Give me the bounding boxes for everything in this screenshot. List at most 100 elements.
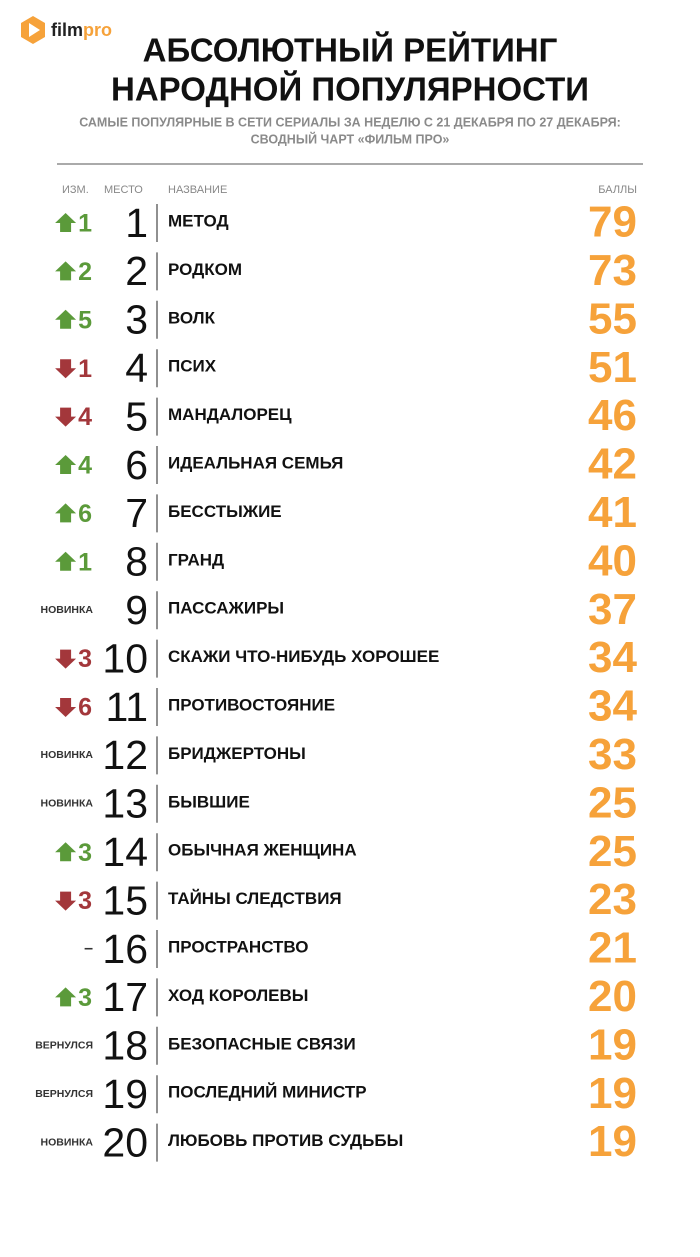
score: 19 bbox=[588, 1020, 637, 1069]
series-name: СКАЖИ ЧТО-НИБУДЬ ХОРОШЕЕ bbox=[168, 647, 439, 666]
score: 25 bbox=[588, 827, 637, 876]
change-label: ВЕРНУЛСЯ bbox=[35, 1088, 93, 1100]
place: 17 bbox=[102, 974, 148, 1020]
place: 3 bbox=[125, 297, 148, 343]
change-value: 4 bbox=[78, 403, 92, 431]
subtitle-line: САМЫЕ ПОПУЛЯРНЫЕ В СЕТИ СЕРИАЛЫ ЗА НЕДЕЛ… bbox=[79, 115, 621, 129]
score: 34 bbox=[588, 682, 637, 731]
series-name: БЫВШИЕ bbox=[168, 792, 250, 811]
change-label: ВЕРНУЛСЯ bbox=[35, 1040, 93, 1052]
series-name: ПРОТИВОСТОЯНИЕ bbox=[168, 695, 335, 714]
change-arrow bbox=[55, 987, 77, 1007]
series-name: ГРАНД bbox=[168, 550, 224, 569]
score: 73 bbox=[588, 246, 637, 295]
change-arrow bbox=[55, 261, 77, 281]
change-arrow bbox=[55, 649, 77, 669]
change-arrow bbox=[55, 698, 77, 717]
series-name: ПАССАЖИРЫ bbox=[168, 599, 284, 618]
logo-pro: pro bbox=[83, 20, 112, 40]
place: 9 bbox=[125, 587, 148, 633]
series-name: ПОСЛЕДНИЙ МИНИСТР bbox=[168, 1083, 367, 1102]
change-arrow bbox=[55, 842, 77, 862]
logo-film: film bbox=[51, 20, 83, 40]
change-arrow bbox=[55, 213, 77, 232]
series-name: ПСИХ bbox=[168, 357, 217, 376]
column-header: МЕСТО bbox=[104, 184, 143, 196]
change-arrow bbox=[55, 455, 77, 474]
change-value: 5 bbox=[78, 306, 92, 334]
score: 19 bbox=[588, 1069, 637, 1118]
place: 10 bbox=[102, 635, 148, 681]
series-name: БЕССТЫЖИЕ bbox=[168, 502, 282, 521]
place: 15 bbox=[102, 877, 148, 923]
change-arrow bbox=[55, 407, 77, 427]
score: 51 bbox=[588, 343, 637, 392]
change-arrow bbox=[55, 309, 77, 329]
column-header: БАЛЛЫ bbox=[598, 184, 637, 196]
change-value: 6 bbox=[78, 500, 92, 528]
place: 12 bbox=[102, 732, 148, 778]
change-label: – bbox=[84, 940, 93, 957]
place: 18 bbox=[102, 1023, 148, 1069]
score: 33 bbox=[588, 730, 637, 779]
change-value: 2 bbox=[78, 258, 92, 286]
series-name: РОДКОМ bbox=[168, 260, 242, 279]
series-name: ОБЫЧНАЯ ЖЕНЩИНА bbox=[168, 841, 357, 860]
column-header: НАЗВАНИЕ bbox=[168, 184, 227, 196]
change-label: НОВИНКА bbox=[41, 798, 94, 810]
score: 40 bbox=[588, 536, 637, 585]
title-line: НАРОДНОЙ ПОПУЛЯРНОСТИ bbox=[111, 70, 589, 108]
place: 13 bbox=[102, 781, 148, 827]
series-name: ПРОСТРАНСТВО bbox=[168, 937, 309, 956]
place: 6 bbox=[125, 442, 148, 488]
place: 2 bbox=[125, 248, 148, 294]
score: 25 bbox=[588, 778, 637, 827]
change-arrow bbox=[55, 551, 77, 571]
series-name: ВОЛК bbox=[168, 308, 216, 327]
change-label: НОВИНКА bbox=[41, 749, 94, 761]
title-line: АБСОЛЮТНЫЙ РЕЙТИНГ bbox=[143, 31, 558, 69]
place: 20 bbox=[102, 1119, 148, 1165]
score: 19 bbox=[588, 1117, 637, 1166]
change-value: 3 bbox=[78, 984, 92, 1012]
score: 55 bbox=[588, 294, 637, 343]
logo-play bbox=[29, 23, 40, 37]
rows: 1 1 МЕТОД 792 2 РОДКОМ 735 3 ВОЛК 551 4 ПСИХ 514 5 МАН… bbox=[35, 198, 637, 1167]
score: 20 bbox=[588, 972, 637, 1021]
change-value: 3 bbox=[78, 887, 92, 915]
change-value: 1 bbox=[78, 210, 92, 238]
series-name: ТАЙНЫ СЛЕДСТВИЯ bbox=[168, 889, 342, 908]
subtitle-line: СВОДНЫЙ ЧАРТ «ФИЛЬМ ПРО» bbox=[251, 131, 450, 146]
series-name: БРИДЖЕРТОНЫ bbox=[168, 744, 306, 763]
series-name: ИДЕАЛЬНАЯ СЕМЬЯ bbox=[168, 453, 343, 472]
change-arrow bbox=[55, 503, 77, 523]
series-name: БЕЗОПАСНЫЕ СВЯЗИ bbox=[168, 1034, 356, 1053]
place: 8 bbox=[125, 539, 148, 585]
series-name: МЕТОД bbox=[168, 211, 229, 230]
change-value: 6 bbox=[78, 694, 92, 722]
logo-text: filmpro bbox=[51, 20, 112, 40]
place: 16 bbox=[102, 926, 148, 972]
change-value: 1 bbox=[78, 548, 92, 576]
place: 14 bbox=[102, 829, 148, 875]
place: 19 bbox=[102, 1071, 148, 1117]
score: 23 bbox=[588, 875, 637, 924]
score: 37 bbox=[588, 585, 637, 634]
score: 41 bbox=[588, 488, 637, 537]
place: 4 bbox=[125, 345, 148, 391]
place: 5 bbox=[125, 393, 148, 439]
change-value: 4 bbox=[78, 452, 92, 480]
change-arrow bbox=[55, 359, 77, 379]
change-value: 3 bbox=[78, 645, 92, 673]
series-name: МАНДАЛОРЕЦ bbox=[168, 405, 292, 424]
score: 34 bbox=[588, 633, 637, 682]
place: 7 bbox=[125, 490, 148, 536]
score: 79 bbox=[588, 198, 637, 247]
column-header: ИЗМ. bbox=[62, 184, 89, 196]
series-name: ХОД КОРОЛЕВЫ bbox=[168, 986, 308, 1005]
score: 21 bbox=[588, 924, 637, 973]
change-label: НОВИНКА bbox=[41, 604, 94, 616]
